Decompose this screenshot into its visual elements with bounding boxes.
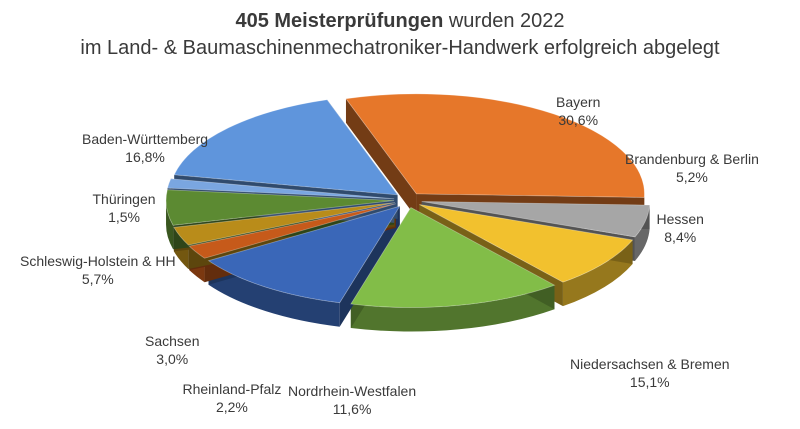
slice-baden-württemberg-label: Baden-Württemberg 16,8% — [82, 130, 208, 166]
slice-nordrhein-westfalen-label: Nordrhein-Westfalen 11,6% — [288, 382, 416, 418]
slice-percent: 8,4% — [657, 228, 704, 246]
slice-name: Nordrhein-Westfalen — [288, 382, 416, 400]
slice-percent: 11,6% — [288, 400, 416, 418]
slice-name: Sachsen — [145, 332, 199, 350]
slice-schleswig-holstein-hh-label: Schleswig-Holstein & HH 5,7% — [20, 252, 176, 288]
slice-name: Hessen — [657, 210, 704, 228]
slice-percent: 5,7% — [20, 270, 176, 288]
slice-percent: 30,6% — [556, 111, 600, 129]
slice-name: Rheinland-Pfalz — [183, 380, 282, 398]
slice-thüringen-label: Thüringen 1,5% — [93, 190, 156, 226]
slice-niedersachsen-bremen-label: Niedersachsen & Bremen 15,1% — [570, 355, 730, 391]
slice-hessen-label: Hessen 8,4% — [657, 210, 704, 246]
slice-percent: 1,5% — [93, 208, 156, 226]
slice-sachsen-label: Sachsen 3,0% — [145, 332, 199, 368]
slice-percent: 16,8% — [82, 148, 208, 166]
slice-brandenburg-berlin-label: Brandenburg & Berlin 5,2% — [625, 150, 759, 186]
slice-percent: 15,1% — [570, 373, 730, 391]
slice-name: Bayern — [556, 93, 600, 111]
slice-name: Thüringen — [93, 190, 156, 208]
slice-name: Baden-Württemberg — [82, 130, 208, 148]
slice-percent: 3,0% — [145, 350, 199, 368]
slice-name: Niedersachsen & Bremen — [570, 355, 730, 373]
slice-percent: 5,2% — [625, 168, 759, 186]
slice-rheinland-pfalz-label: Rheinland-Pfalz 2,2% — [183, 380, 282, 416]
slice-percent: 2,2% — [183, 398, 282, 416]
slice-bayern-label: Bayern 30,6% — [556, 93, 600, 129]
slice-name: Brandenburg & Berlin — [625, 150, 759, 168]
slice-name: Schleswig-Holstein & HH — [20, 252, 176, 270]
